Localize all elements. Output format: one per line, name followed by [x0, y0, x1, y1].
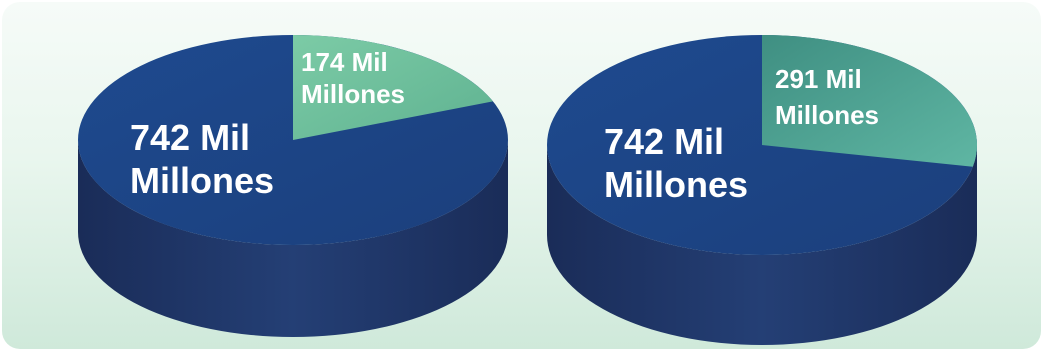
pie-chart-2: 742 Mil Millones 291 Mil Millones [547, 35, 978, 345]
pie2-slice-small [762, 35, 978, 167]
pie2-main-label: 742 Mil Millones [604, 121, 748, 205]
pie1-side [78, 140, 508, 337]
pie1-small-label: 174 Mil Millones [301, 47, 405, 109]
pie1-main-label: 742 Mil Millones [130, 117, 274, 201]
pie2-side [547, 145, 977, 345]
pie1-slice-small [293, 35, 493, 140]
pie-chart-1: 742 Mil Millones 174 Mil Millones [77, 34, 509, 337]
pie2-small-label: 291 Mil Millones [775, 64, 879, 130]
